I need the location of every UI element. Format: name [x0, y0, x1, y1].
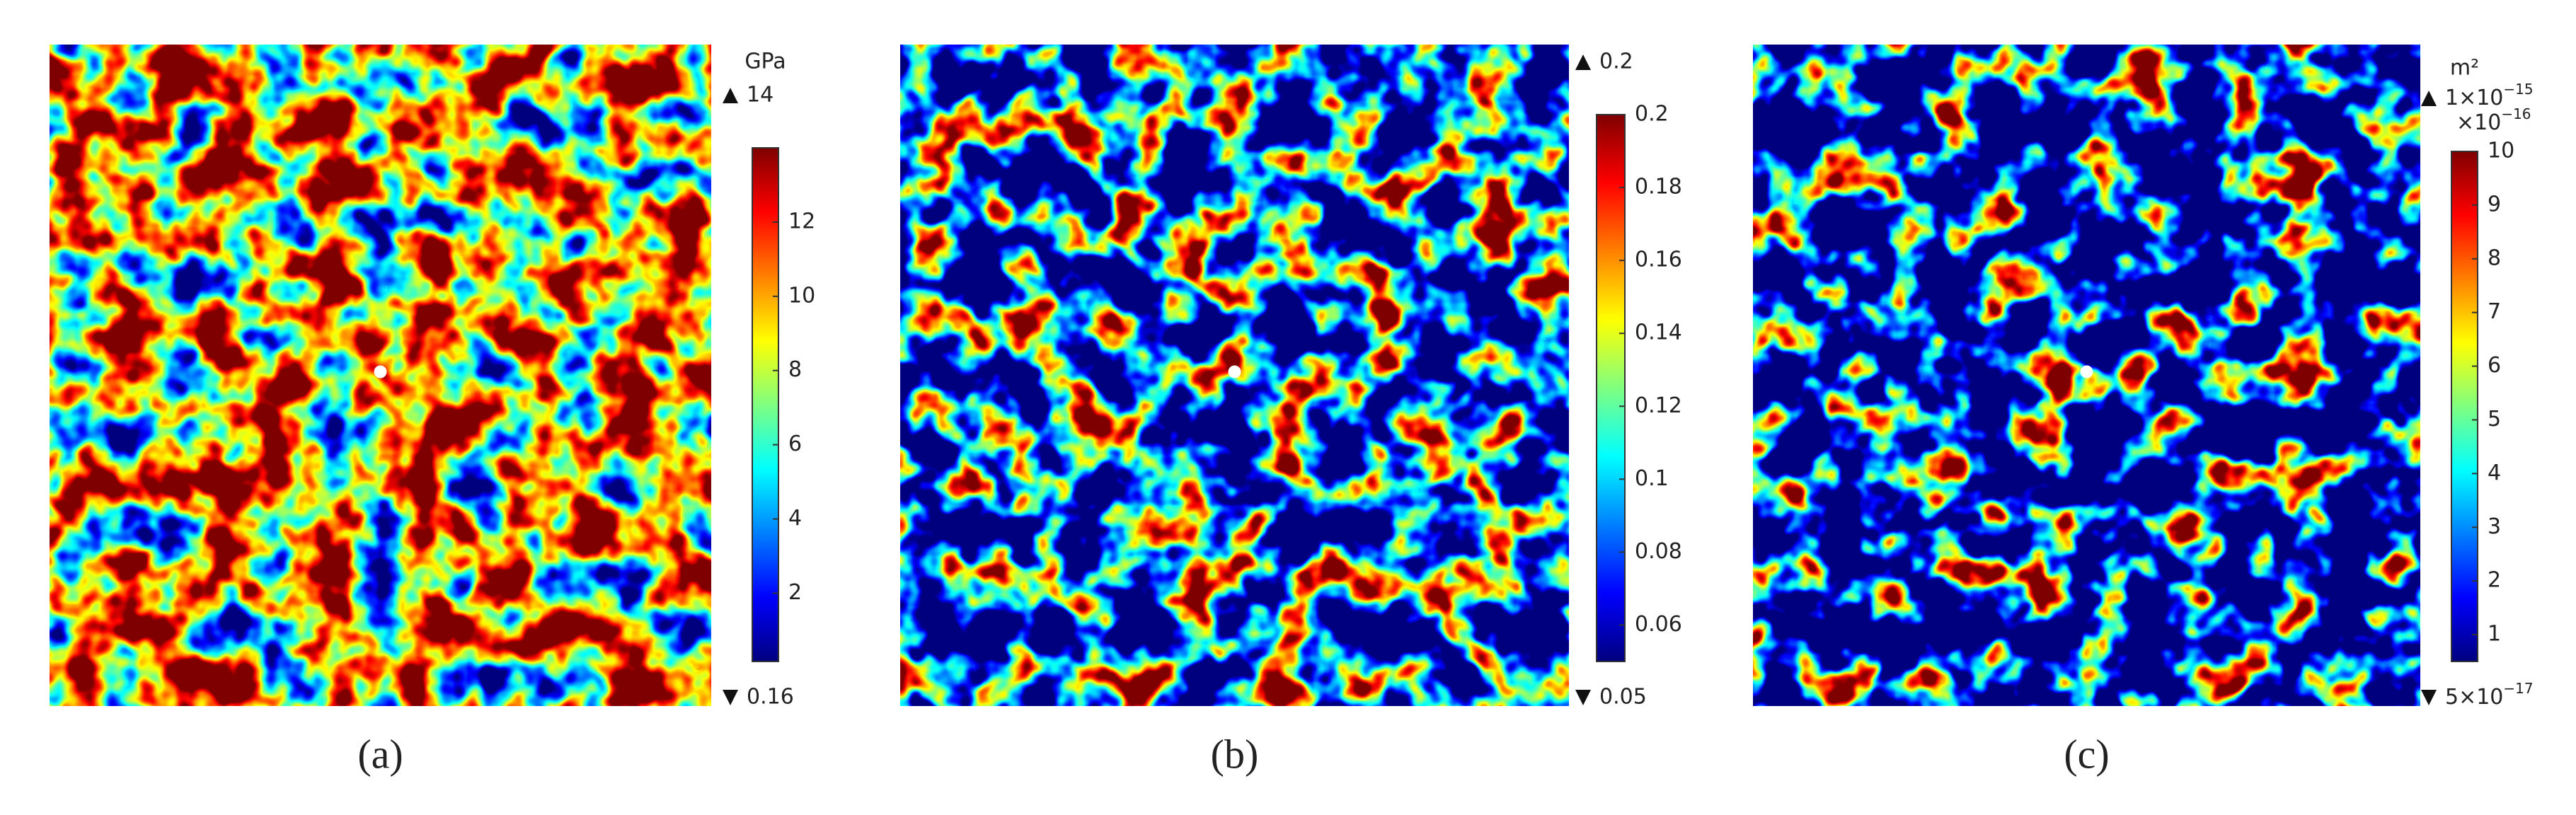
max-arrow: [723, 88, 738, 103]
max-arrow: [2421, 91, 2437, 106]
colorbar-tick-label: 2: [2488, 568, 2501, 593]
unit-label: GPa: [744, 50, 786, 74]
min-label-exp: −17: [2503, 680, 2533, 697]
max-label: 0.2: [1599, 50, 1633, 74]
colorbar: [1596, 114, 1626, 662]
colorbar-tick-label: 3: [2488, 514, 2501, 539]
colorbar-tick-label: 8: [2488, 245, 2501, 270]
caption: (c): [2064, 731, 2109, 777]
max-label: 1×10−15: [2445, 81, 2534, 110]
colorbar-tick-label: 0.1: [1635, 466, 1669, 491]
colorbar-tick-label: 0.2: [1635, 102, 1669, 127]
colorbar-tick-label: 9: [2488, 192, 2501, 216]
colorbar-tick-label: 8: [788, 357, 802, 382]
min-label-base: 5×10: [2445, 685, 2503, 710]
colorbar-tick-label: 6: [2488, 353, 2501, 378]
colorbar-tick-label: 12: [788, 209, 815, 233]
colorbar-tick-label: 0.08: [1635, 539, 1682, 564]
colorbar: [752, 147, 779, 662]
colorbar-tick-label: 0.16: [1635, 248, 1682, 272]
well-point: [1228, 365, 1241, 378]
min-label: 0.05: [1599, 685, 1647, 710]
min-arrow: [1575, 690, 1591, 705]
colorbar-tick-label: 4: [2488, 461, 2501, 485]
multiplier-label-base: ×10: [2456, 110, 2501, 135]
min-arrow: [723, 690, 738, 705]
unit-label: m²: [2450, 56, 2479, 81]
max-label: 14: [747, 83, 774, 108]
colorbar-tick-label: 1: [2488, 622, 2501, 647]
panel: (b) 0.06 0.08 0.1 0.12 0.14 0.16 0.18 0.2 0.2 0.05: [900, 45, 1682, 777]
panel: (a) 2 4 6 8 10 12 GPa 14 0.16: [50, 45, 815, 777]
max-label-base: 1×10: [2445, 86, 2503, 110]
colorbar-tick-label: 4: [788, 506, 802, 531]
max-arrow: [1575, 54, 1591, 70]
colorbar-tick-label: 10: [788, 283, 815, 308]
colorbar-tick-label: 0.06: [1635, 612, 1682, 637]
multiplier-label: ×10−16: [2456, 105, 2531, 135]
colorbar-tick-label: 0.18: [1635, 175, 1682, 200]
colorbar-tick-label: 7: [2488, 299, 2501, 324]
min-label: 0.16: [747, 685, 794, 710]
well-point: [2080, 365, 2093, 378]
max-label-exp: −15: [2503, 81, 2533, 98]
colorbar-tick-label: 0.12: [1635, 393, 1682, 418]
colorbar-tick-label: 2: [788, 580, 802, 605]
min-arrow: [2421, 690, 2437, 705]
colorbar-tick-label: 6: [788, 432, 802, 456]
colorbar-tick-label: 0.14: [1635, 320, 1682, 345]
well-point: [374, 365, 387, 378]
colorbar-tick-label: 10: [2488, 139, 2514, 163]
multiplier-label-exp: −16: [2501, 105, 2531, 122]
caption: (b): [1211, 731, 1259, 777]
colorbar-tick-label: 5: [2488, 407, 2501, 432]
caption: (a): [357, 731, 403, 777]
colorbar: [2451, 151, 2478, 662]
min-label: 5×10−17: [2445, 680, 2534, 710]
